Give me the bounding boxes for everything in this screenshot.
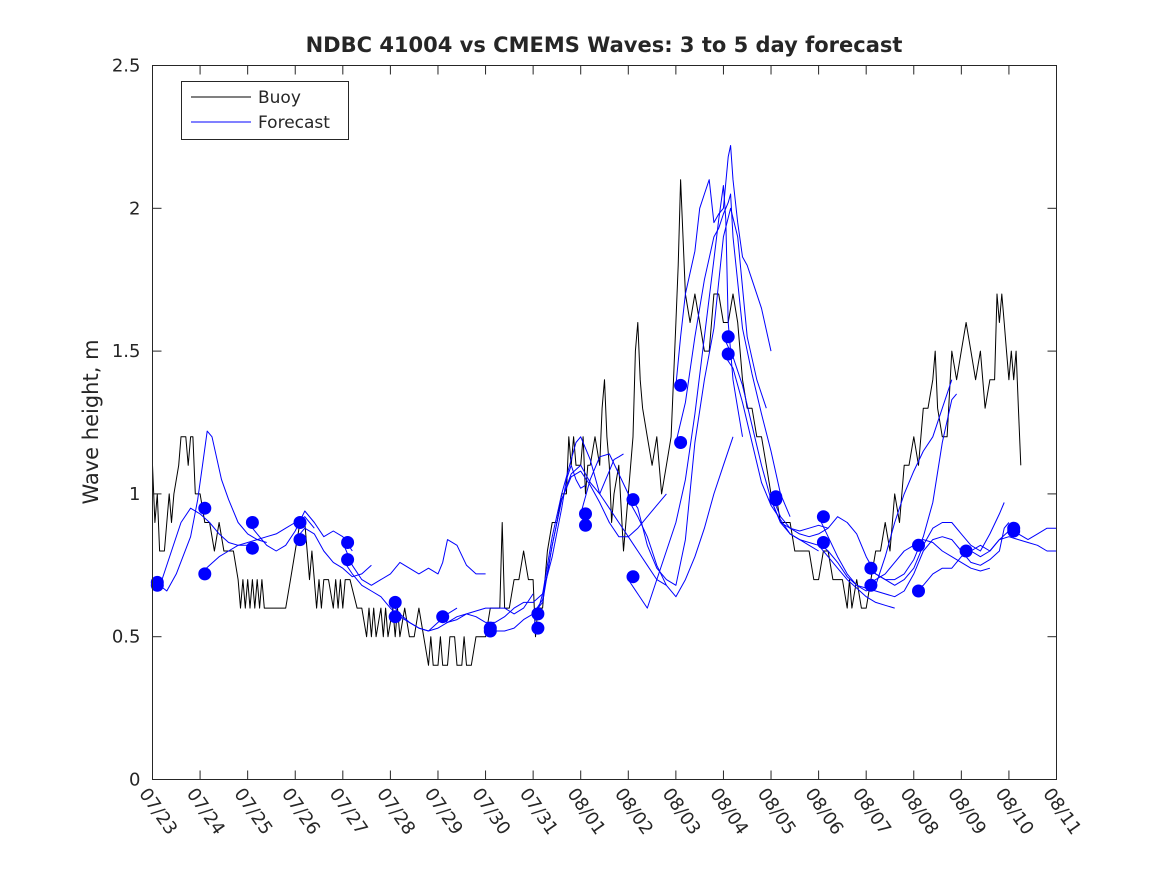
forecast-marker-2: [150, 578, 164, 592]
forecast-run-line-25: [865, 539, 991, 586]
series-layer: [150, 145, 1057, 666]
y-axis-label: Wave height, m: [79, 339, 103, 504]
forecast-marker-27: [769, 493, 783, 507]
forecast-marker-3: [198, 501, 212, 515]
forecast-marker-16: [531, 607, 545, 621]
forecast-run-line-26: [913, 536, 1057, 592]
forecast-run-line-21: [770, 499, 895, 609]
forecast-run-line-9: [437, 464, 586, 623]
forecast-marker-5: [245, 516, 259, 529]
forecast-marker-13: [436, 610, 450, 624]
forecast-run-line-1: [152, 430, 267, 592]
forecast-marker-4: [198, 567, 212, 581]
y-tick-label: 2: [129, 198, 140, 219]
forecast-marker-20: [626, 493, 640, 507]
y-tick-label: 0.5: [112, 627, 141, 648]
forecast-marker-9: [341, 536, 355, 549]
forecast-run-line-20: [770, 393, 957, 581]
chart-title: NDBC 41004 vs CMEMS Waves: 3 to 5 day fo…: [306, 33, 903, 57]
forecast-marker-15: [483, 624, 497, 638]
forecast-run-line-11: [532, 470, 667, 615]
forecast-marker-24: [721, 330, 735, 344]
forecast-run-line-7: [342, 539, 486, 586]
forecast-marker-32: [912, 538, 925, 552]
legend-forecast-label: Forecast: [258, 113, 330, 133]
forecast-marker-6: [245, 541, 259, 555]
forecast-run-line-17: [675, 193, 791, 517]
forecast-run-line-16: [675, 145, 772, 386]
forecast-marker-18: [579, 507, 592, 521]
forecast-marker-25: [721, 347, 735, 361]
y-tick-label: 0: [129, 770, 140, 791]
forecast-marker-36: [1007, 524, 1021, 538]
forecast-marker-17: [531, 621, 545, 635]
legend-box: [181, 81, 349, 140]
forecast-marker-11: [388, 595, 402, 609]
forecast-marker-31: [864, 578, 878, 592]
forecast-marker-30: [864, 561, 878, 575]
forecast-run-line-8: [390, 593, 534, 632]
forecast-marker-8: [293, 533, 307, 547]
forecast-run-line-24: [865, 502, 1005, 586]
buoy-series-line: [152, 179, 1022, 666]
forecast-marker-23: [674, 436, 688, 449]
forecast-run-line-15: [627, 436, 734, 598]
forecast-marker-21: [626, 570, 640, 584]
forecast-marker-29: [816, 536, 830, 549]
forecast-marker-33: [912, 584, 925, 598]
y-tick-label: 1: [129, 484, 140, 505]
legend-buoy-label: Buoy: [258, 88, 301, 108]
forecast-marker-19: [579, 518, 592, 532]
forecast-run-line-23: [818, 522, 1010, 598]
y-tick-label: 1.5: [112, 341, 141, 362]
forecast-marker-28: [816, 510, 830, 524]
forecast-run-line-13: [580, 207, 767, 586]
forecast-marker-34: [959, 544, 973, 558]
forecast-run-line-2: [152, 507, 248, 589]
plot-area: [152, 65, 1056, 779]
forecast-marker-22: [674, 378, 688, 392]
y-tick-label: 2.5: [112, 56, 141, 77]
forecast-marker-12: [388, 610, 402, 624]
forecast-run-line-12: [532, 436, 667, 629]
legend: Buoy Forecast: [181, 81, 349, 140]
forecast-marker-10: [341, 553, 355, 567]
forecast-marker-7: [293, 516, 307, 529]
forecast-run-line-19: [722, 353, 819, 552]
forecast-run-line-22: [818, 379, 953, 592]
axes-box: [152, 65, 1057, 780]
